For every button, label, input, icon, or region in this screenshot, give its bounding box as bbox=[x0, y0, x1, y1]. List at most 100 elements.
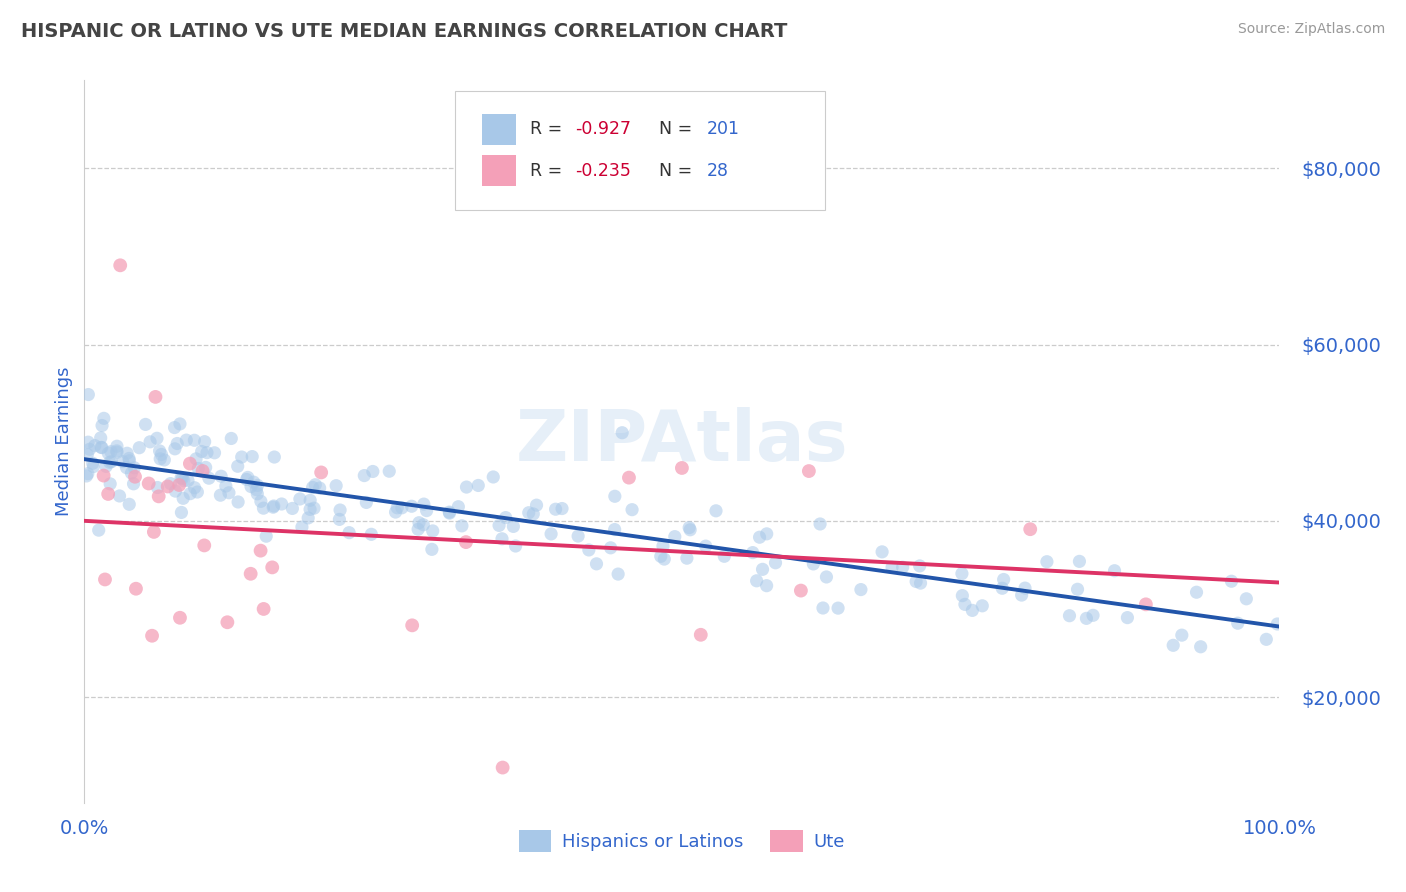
Point bbox=[190, 444, 212, 458]
Point bbox=[607, 567, 630, 582]
Point bbox=[801, 557, 824, 571]
Point bbox=[1256, 632, 1278, 647]
Point bbox=[412, 517, 434, 532]
Point bbox=[451, 519, 474, 533]
Point bbox=[219, 432, 242, 446]
Point bbox=[664, 530, 686, 544]
Point bbox=[993, 573, 1015, 587]
Point bbox=[745, 574, 768, 588]
Point bbox=[128, 441, 150, 455]
Point bbox=[195, 445, 218, 459]
Point bbox=[90, 441, 112, 455]
Point bbox=[90, 441, 112, 455]
Point bbox=[87, 523, 110, 537]
Point bbox=[439, 505, 461, 519]
Point bbox=[412, 497, 434, 511]
Point bbox=[77, 387, 100, 401]
Point bbox=[83, 439, 105, 453]
Point bbox=[105, 443, 128, 458]
Text: ZIPAtlas: ZIPAtlas bbox=[516, 407, 848, 476]
Point bbox=[950, 566, 973, 581]
Point bbox=[149, 444, 172, 458]
Point bbox=[325, 478, 347, 492]
Point bbox=[870, 545, 893, 559]
Point bbox=[1226, 616, 1249, 631]
Point bbox=[288, 491, 311, 506]
Point bbox=[297, 511, 319, 525]
Point bbox=[713, 549, 735, 564]
Point bbox=[517, 506, 540, 520]
Point bbox=[741, 546, 763, 560]
Point bbox=[215, 479, 238, 493]
Point bbox=[252, 501, 274, 516]
Point bbox=[108, 489, 131, 503]
Point bbox=[308, 481, 330, 495]
Point bbox=[578, 543, 600, 558]
Point bbox=[679, 523, 702, 537]
Point bbox=[695, 539, 717, 553]
Point bbox=[526, 498, 548, 512]
Point bbox=[482, 470, 505, 484]
Point bbox=[291, 520, 314, 534]
Point bbox=[299, 502, 322, 516]
Bar bbox=[482, 114, 516, 145]
Point bbox=[270, 497, 292, 511]
Point bbox=[138, 476, 160, 491]
Point bbox=[209, 488, 232, 502]
Point bbox=[492, 760, 515, 774]
Point bbox=[263, 450, 285, 464]
Point bbox=[301, 480, 323, 494]
Point bbox=[880, 560, 903, 574]
Point bbox=[353, 468, 375, 483]
Point bbox=[98, 476, 121, 491]
Point bbox=[100, 455, 122, 469]
Point bbox=[153, 453, 176, 467]
Point bbox=[100, 444, 122, 458]
Point bbox=[302, 501, 325, 516]
Point bbox=[148, 489, 170, 503]
Point bbox=[172, 491, 194, 506]
Point bbox=[165, 484, 187, 499]
Point bbox=[1185, 585, 1208, 599]
Point bbox=[1135, 598, 1157, 612]
Point bbox=[183, 481, 205, 495]
Point bbox=[239, 566, 262, 581]
Point bbox=[849, 582, 872, 597]
Point bbox=[797, 464, 820, 478]
Point bbox=[187, 461, 209, 475]
Point bbox=[120, 466, 142, 480]
Point bbox=[815, 570, 838, 584]
Point bbox=[522, 507, 544, 521]
Point bbox=[115, 446, 138, 460]
Point bbox=[1036, 555, 1059, 569]
Point bbox=[105, 445, 128, 459]
Point bbox=[76, 469, 98, 483]
Point bbox=[76, 467, 98, 481]
Point bbox=[124, 460, 146, 475]
Point bbox=[145, 390, 167, 404]
Point bbox=[218, 485, 240, 500]
Point bbox=[250, 494, 273, 508]
Point bbox=[765, 556, 787, 570]
Point bbox=[253, 602, 276, 616]
Point bbox=[1076, 611, 1098, 625]
Point bbox=[167, 478, 190, 492]
Point bbox=[141, 629, 163, 643]
Point bbox=[82, 456, 104, 470]
Text: HISPANIC OR LATINO VS UTE MEDIAN EARNINGS CORRELATION CHART: HISPANIC OR LATINO VS UTE MEDIAN EARNING… bbox=[21, 22, 787, 41]
Point bbox=[249, 543, 271, 558]
Text: N =: N = bbox=[659, 120, 697, 138]
Point bbox=[671, 461, 693, 475]
Point bbox=[1171, 628, 1194, 642]
Point bbox=[304, 477, 326, 491]
Point bbox=[169, 611, 191, 625]
Point bbox=[1019, 522, 1042, 536]
Point bbox=[337, 525, 360, 540]
Point bbox=[360, 527, 382, 541]
Point bbox=[1116, 610, 1139, 624]
Point bbox=[420, 542, 443, 557]
Point bbox=[456, 480, 478, 494]
Point bbox=[226, 459, 249, 474]
Point bbox=[439, 506, 461, 520]
Point bbox=[910, 576, 932, 591]
